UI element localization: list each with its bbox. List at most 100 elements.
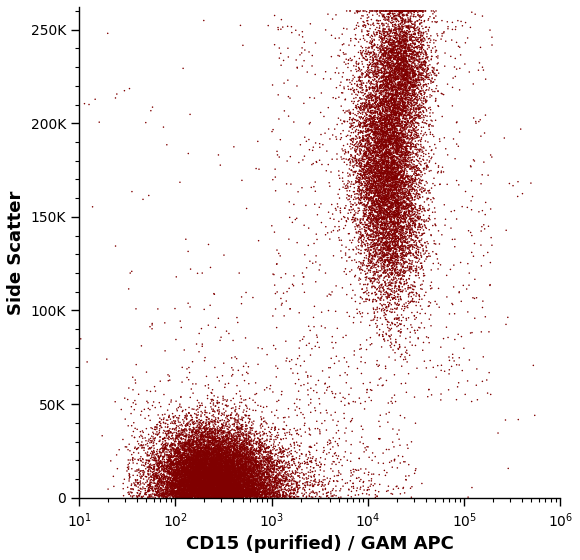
Point	[378, 87, 387, 96]
Point	[400, 137, 409, 146]
Point	[201, 472, 211, 481]
Point	[367, 238, 376, 247]
Point	[261, 455, 270, 464]
Point	[382, 141, 391, 150]
Point	[395, 266, 404, 275]
Point	[238, 470, 248, 479]
Point	[363, 240, 372, 249]
Point	[380, 260, 389, 269]
Point	[400, 165, 409, 174]
Point	[390, 170, 400, 179]
Point	[385, 205, 394, 214]
Point	[382, 58, 391, 67]
Point	[252, 492, 262, 501]
Point	[364, 485, 374, 494]
Point	[241, 490, 251, 499]
Point	[380, 148, 389, 157]
Point	[173, 469, 182, 478]
Point	[382, 43, 392, 52]
Point	[271, 482, 281, 491]
Point	[197, 473, 206, 482]
Point	[377, 224, 386, 233]
Point	[239, 463, 248, 472]
Point	[212, 460, 222, 469]
Point	[246, 484, 256, 493]
Point	[200, 461, 209, 470]
Point	[416, 36, 425, 45]
Point	[186, 491, 195, 500]
Point	[376, 179, 386, 188]
Point	[249, 460, 258, 469]
Point	[407, 116, 416, 125]
Point	[179, 428, 188, 437]
Point	[391, 109, 400, 118]
Point	[364, 266, 374, 275]
Point	[215, 454, 224, 463]
Point	[237, 469, 246, 478]
Point	[201, 473, 211, 482]
Point	[216, 493, 226, 502]
Point	[383, 242, 392, 251]
Point	[193, 491, 202, 500]
Point	[364, 245, 373, 254]
Point	[402, 177, 411, 186]
Point	[389, 294, 398, 303]
Point	[246, 472, 255, 480]
Point	[178, 492, 187, 501]
Point	[379, 78, 388, 87]
Point	[426, 105, 435, 114]
Point	[369, 214, 379, 223]
Point	[360, 54, 369, 63]
Point	[300, 478, 310, 487]
Point	[321, 67, 330, 76]
Point	[183, 458, 193, 466]
Point	[188, 437, 198, 446]
Point	[300, 250, 310, 259]
Point	[392, 259, 401, 268]
Point	[195, 486, 205, 495]
Point	[412, 7, 421, 16]
Point	[201, 429, 211, 438]
Point	[216, 479, 226, 488]
Point	[298, 279, 307, 288]
Point	[364, 222, 374, 231]
Point	[374, 216, 383, 225]
Point	[211, 492, 220, 501]
Point	[235, 445, 245, 454]
Point	[167, 470, 176, 479]
Point	[399, 74, 408, 83]
Point	[273, 459, 282, 468]
Point	[389, 39, 398, 48]
Point	[211, 455, 220, 464]
Point	[181, 488, 190, 497]
Point	[376, 205, 386, 214]
Point	[354, 128, 363, 137]
Point	[158, 444, 167, 453]
Point	[413, 64, 422, 73]
Point	[155, 432, 164, 441]
Point	[364, 140, 374, 149]
Point	[365, 235, 374, 244]
Point	[380, 150, 389, 158]
Point	[229, 445, 238, 454]
Point	[357, 167, 366, 176]
Point	[188, 463, 198, 472]
Point	[200, 464, 209, 473]
Point	[392, 278, 401, 287]
Point	[371, 31, 380, 40]
Point	[391, 106, 400, 115]
Point	[265, 488, 274, 497]
Point	[364, 120, 373, 129]
Point	[389, 91, 398, 100]
Point	[206, 472, 216, 480]
Point	[312, 417, 321, 426]
Point	[378, 123, 387, 132]
Point	[405, 114, 414, 123]
Point	[394, 37, 404, 46]
Point	[252, 493, 261, 502]
Point	[193, 468, 202, 477]
Point	[229, 426, 238, 435]
Point	[375, 101, 385, 110]
Point	[385, 219, 394, 228]
Point	[249, 466, 258, 475]
